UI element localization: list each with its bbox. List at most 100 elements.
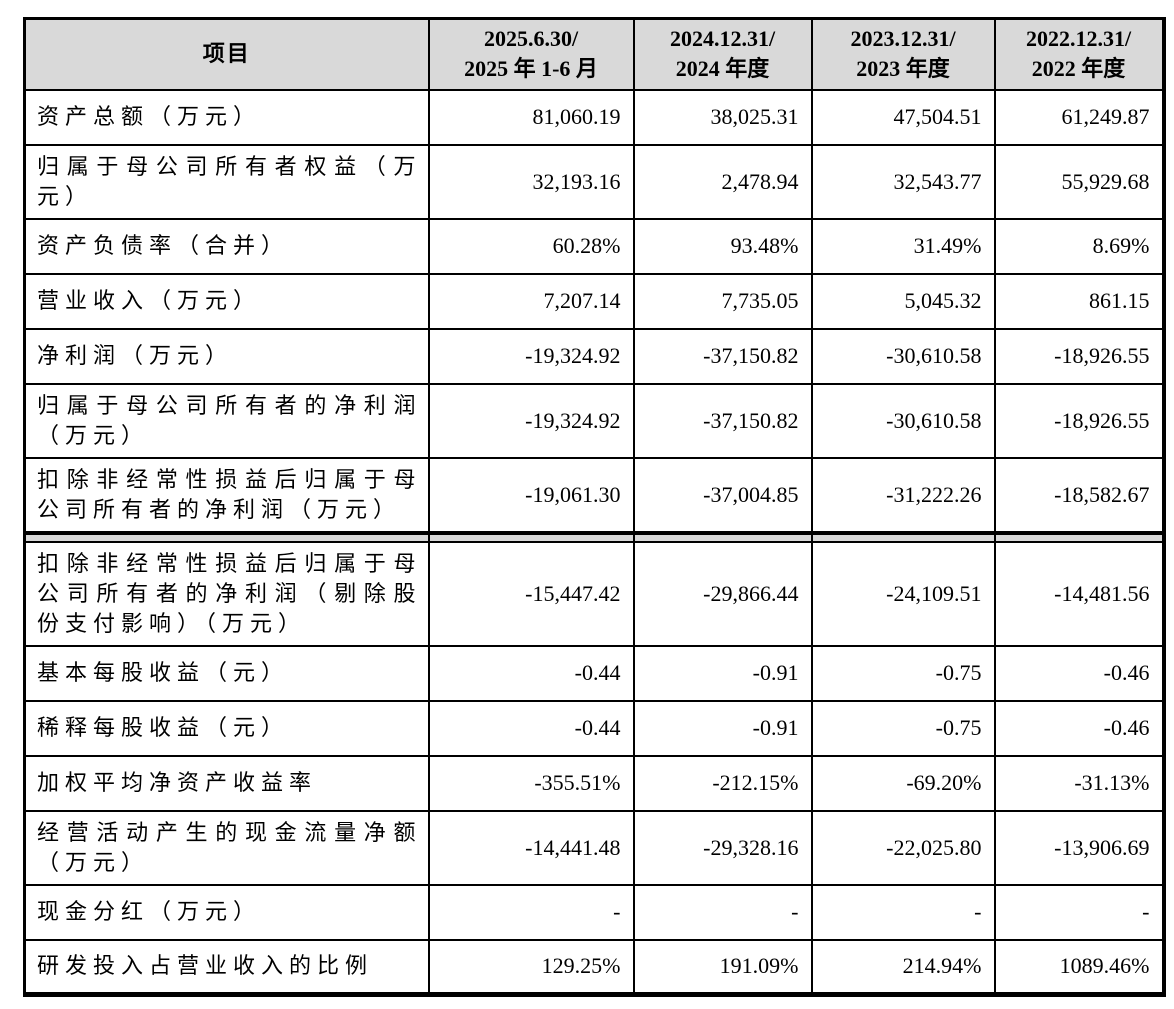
value-cell: -37,150.82 <box>632 382 813 459</box>
header-row: 项目 2025.6.30/ 2025 年 1-6 月 2024.12.31/ 2… <box>23 17 1165 91</box>
page-break-gap <box>23 530 1165 543</box>
value-cell: -15,447.42 <box>427 540 635 647</box>
value-cell: 47,504.51 <box>810 88 996 146</box>
table-row: 归属于母公司所有者权益（万元） 32,193.16 2,478.94 32,543.7… <box>23 143 1165 220</box>
value-cell: 81,060.19 <box>427 88 635 146</box>
table-row: 扣除非经常性损益后归属于母公司所有者的净利润（剔除股份支付影响）（万元） -15,… <box>23 540 1165 647</box>
value-cell: -355.51% <box>427 754 635 812</box>
table-row: 归属于母公司所有者的净利润（万元） -19,324.92 -37,150.82 -30… <box>23 382 1165 459</box>
row-label-cell: 加权平均净资产收益率 <box>23 754 430 812</box>
value-cell: -30,610.58 <box>810 327 996 385</box>
value-cell: -18,582.67 <box>993 456 1165 535</box>
period-header-2023: 2023.12.31/ 2023 年度 <box>810 17 996 91</box>
value-cell: 93.48% <box>632 217 813 275</box>
period-date-line: 2022.12.31/ <box>1025 26 1132 52</box>
page-break-gap-cell <box>23 530 430 543</box>
period-date-line: 2024.12.31/ <box>669 26 776 52</box>
row-label-cell: 扣除非经常性损益后归属于母公司所有者的净利润（剔除股份支付影响）（万元） <box>23 540 430 647</box>
value-cell: -29,328.16 <box>632 809 813 886</box>
value-cell: - <box>632 883 813 941</box>
row-label-cell: 净利润（万元） <box>23 327 430 385</box>
row-label-cell: 营业收入（万元） <box>23 272 430 330</box>
value-cell: -0.44 <box>427 644 635 702</box>
table-row: 基本每股收益（元） -0.44 -0.91 -0.75 -0.46 <box>23 644 1165 702</box>
table-row: 现金分红（万元） - - - - <box>23 883 1165 941</box>
item-column-header-label: 项目 <box>202 41 251 67</box>
value-cell: -37,150.82 <box>632 327 813 385</box>
table-row: 营业收入（万元） 7,207.14 7,735.05 5,045.32 861.15 <box>23 272 1165 330</box>
value-cell: -212.15% <box>632 754 813 812</box>
value-cell: -24,109.51 <box>810 540 996 647</box>
value-cell: -30,610.58 <box>810 382 996 459</box>
table-row: 净利润（万元） -19,324.92 -37,150.82 -30,610.58 -18… <box>23 327 1165 385</box>
page-break-gap-cell <box>427 530 635 543</box>
value-cell: 8.69% <box>993 217 1165 275</box>
value-cell: -0.75 <box>810 699 996 757</box>
row-label-cell: 现金分红（万元） <box>23 883 430 941</box>
value-cell: -19,061.30 <box>427 456 635 535</box>
value-cell: -18,926.55 <box>993 327 1165 385</box>
table-row: 稀释每股收益（元） -0.44 -0.91 -0.75 -0.46 <box>23 699 1165 757</box>
value-cell: 32,193.16 <box>427 143 635 220</box>
row-label-cell: 稀释每股收益（元） <box>23 699 430 757</box>
row-label-cell: 归属于母公司所有者的净利润（万元） <box>23 382 430 459</box>
value-cell: - <box>810 883 996 941</box>
value-cell: -0.44 <box>427 699 635 757</box>
period-header-2024: 2024.12.31/ 2024 年度 <box>632 17 813 91</box>
item-column-header: 项目 <box>23 17 430 91</box>
row-label-cell: 资产负债率（合并） <box>23 217 430 275</box>
value-cell: 214.94% <box>810 938 996 996</box>
value-cell: -0.91 <box>632 644 813 702</box>
row-label-cell: 资产总额（万元） <box>23 88 430 146</box>
table-row: 研发投入占营业收入的比例 129.25% 191.09% 214.94% 1089.46… <box>23 938 1165 996</box>
table-row: 加权平均净资产收益率 -355.51% -212.15% -69.20% -31.13% <box>23 754 1165 812</box>
period-date-line: 2023.12.31/ <box>850 26 956 52</box>
value-cell: -0.46 <box>993 644 1165 702</box>
period-header-2025: 2025.6.30/ 2025 年 1-6 月 <box>427 17 635 91</box>
value-cell: -69.20% <box>810 754 996 812</box>
table-row: 扣除非经常性损益后归属于母公司所有者的净利润（万元） -19,061.30 -37,… <box>23 456 1165 535</box>
value-cell: -14,441.48 <box>427 809 635 886</box>
row-label-cell: 扣除非经常性损益后归属于母公司所有者的净利润（万元） <box>23 456 430 535</box>
value-cell: 31.49% <box>810 217 996 275</box>
period-span-line: 2022 年度 <box>1031 56 1126 82</box>
value-cell: -0.91 <box>632 699 813 757</box>
value-cell: 7,207.14 <box>427 272 635 330</box>
table-row: 经营活动产生的现金流量净额（万元） -14,441.48 -29,328.16 -22… <box>23 809 1165 886</box>
value-cell: - <box>993 883 1165 941</box>
value-cell: -0.46 <box>993 699 1165 757</box>
value-cell: 2,478.94 <box>632 143 813 220</box>
table-row: 资产负债率（合并） 60.28% 93.48% 31.49% 8.69% <box>23 217 1165 275</box>
value-cell: 60.28% <box>427 217 635 275</box>
value-cell: 32,543.77 <box>810 143 996 220</box>
value-cell: 38,025.31 <box>632 88 813 146</box>
value-cell: -31.13% <box>993 754 1165 812</box>
financial-summary-table: 项目 2025.6.30/ 2025 年 1-6 月 2024.12.31/ 2… <box>23 17 1166 997</box>
value-cell: -19,324.92 <box>427 327 635 385</box>
row-label-cell: 研发投入占营业收入的比例 <box>23 938 430 996</box>
page-break-gap-cell <box>632 530 813 543</box>
page-break-gap-cell <box>810 530 996 543</box>
period-span-line: 2025 年 1-6 月 <box>464 56 598 82</box>
value-cell: -19,324.92 <box>427 382 635 459</box>
value-cell: -0.75 <box>810 644 996 702</box>
value-cell: 7,735.05 <box>632 272 813 330</box>
value-cell: 1089.46% <box>993 938 1165 996</box>
value-cell: -29,866.44 <box>632 540 813 647</box>
value-cell: -22,025.80 <box>810 809 996 886</box>
row-label-cell: 归属于母公司所有者权益（万元） <box>23 143 430 220</box>
period-span-line: 2024 年度 <box>675 56 770 82</box>
period-header-2022: 2022.12.31/ 2022 年度 <box>993 17 1165 91</box>
value-cell: - <box>427 883 635 941</box>
page-break-gap-cell <box>993 530 1165 543</box>
period-span-line: 2023 年度 <box>856 56 950 82</box>
value-cell: -14,481.56 <box>993 540 1165 647</box>
value-cell: 191.09% <box>632 938 813 996</box>
value-cell: -31,222.26 <box>810 456 996 535</box>
row-label-cell: 经营活动产生的现金流量净额（万元） <box>23 809 430 886</box>
value-cell: 61,249.87 <box>993 88 1165 146</box>
row-label-cell: 基本每股收益（元） <box>23 644 430 702</box>
period-date-line: 2025.6.30/ <box>483 26 579 52</box>
value-cell: 55,929.68 <box>993 143 1165 220</box>
